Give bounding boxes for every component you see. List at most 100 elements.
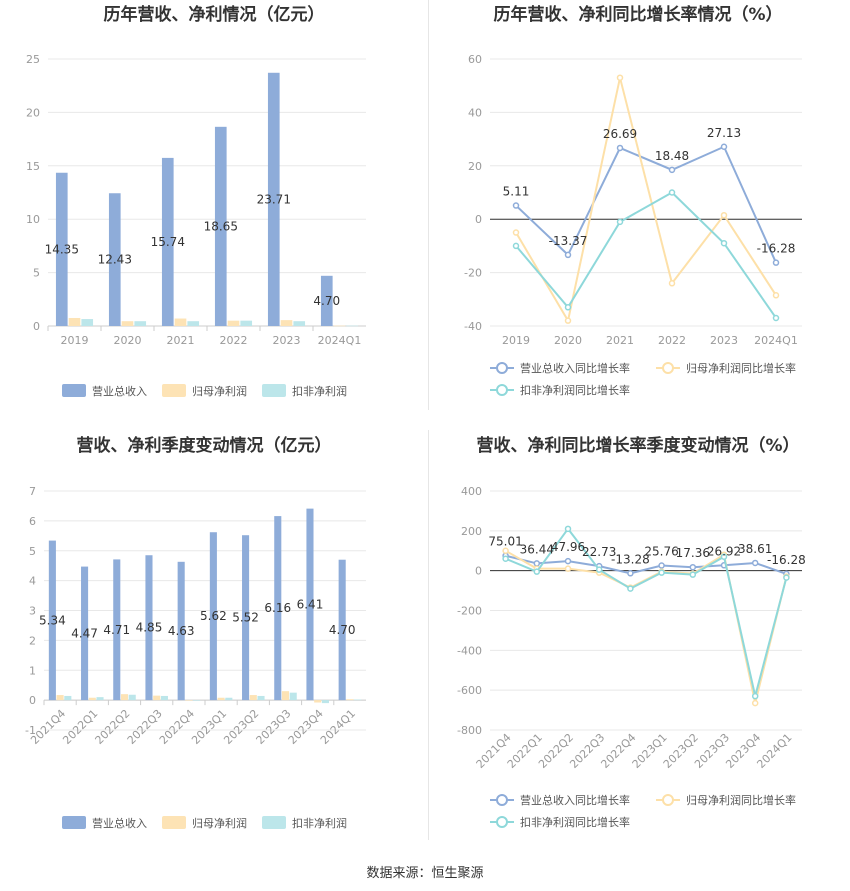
point-value-label: -13.37	[549, 234, 588, 248]
legend-marker	[496, 362, 508, 374]
point-revenue_line	[616, 144, 624, 152]
bar-net_profit	[56, 695, 64, 701]
bar-revenue	[306, 508, 314, 701]
bar-deducted_profit	[289, 692, 297, 701]
bar-value-label: 5.52	[232, 611, 259, 625]
legend-label: 营业总收入同比增长率	[520, 361, 630, 375]
x-tick-label: 2024Q1	[754, 731, 794, 771]
point-deducted_profit_line	[595, 566, 603, 573]
bar-value-label: 14.35	[45, 242, 79, 256]
legend-label: 归母净利润同比增长率	[686, 361, 796, 375]
bar-revenue	[177, 561, 185, 701]
bar-deducted_profit	[321, 700, 329, 704]
point-revenue_line	[627, 570, 634, 577]
legend-marker	[496, 794, 508, 806]
x-tick-label: 2019	[61, 334, 89, 347]
bar-revenue	[274, 516, 282, 701]
x-tick-label: 2024Q1	[318, 707, 358, 747]
legend-swatch	[162, 384, 186, 397]
point-deducted_profit_line	[564, 525, 572, 533]
point-value-label: 22.73	[582, 545, 616, 559]
vertical-divider	[428, 430, 429, 840]
bar-net_profit	[217, 697, 225, 701]
point-value-label: 26.92	[707, 544, 741, 558]
point-net_profit_line	[616, 74, 624, 81]
point-revenue_line	[751, 559, 759, 567]
bar-value-label: 23.71	[257, 192, 291, 206]
y-tick-label: 0	[29, 694, 36, 707]
bar-revenue	[55, 172, 68, 326]
bar-value-label: 4.71	[103, 623, 130, 637]
y-tick-label: 6	[29, 515, 36, 528]
bar-value-label: 6.41	[297, 597, 324, 611]
point-deducted_profit_line	[533, 568, 541, 575]
point-deducted_profit_line	[720, 239, 728, 247]
line-revenue_line	[515, 145, 777, 264]
point-revenue_line	[564, 251, 572, 259]
bar-value-label: 4.70	[329, 623, 356, 637]
x-tick-label: 2023	[273, 334, 301, 347]
bar-net_profit	[174, 318, 187, 326]
y-tick-label: 2	[29, 634, 36, 647]
x-tick-label: 2022	[220, 334, 248, 347]
point-value-label: 5.11	[503, 185, 530, 199]
bar-deducted_profit	[160, 695, 168, 701]
y-tick-label: -40	[464, 320, 482, 333]
y-tick-label: 200	[461, 525, 482, 538]
line-net_profit_line	[505, 549, 788, 704]
point-revenue_line	[689, 563, 697, 571]
legend-label: 归母净利润	[192, 816, 247, 830]
bar-revenue	[209, 532, 217, 701]
point-revenue_line	[720, 143, 728, 151]
chart-title: 营收、净利季度变动情况（亿元）	[77, 435, 332, 456]
bar-net_profit	[281, 691, 290, 701]
chart-title: 历年营收、净利同比增长率情况（%）	[493, 4, 782, 25]
point-value-label: -16.28	[767, 553, 806, 567]
point-value-label: -16.28	[757, 242, 796, 256]
bar-net_profit	[227, 320, 240, 326]
bar-deducted_profit	[257, 695, 265, 701]
x-tick-label: 2022	[658, 334, 686, 347]
point-revenue_line	[668, 166, 676, 174]
chart-title: 历年营收、净利情况（亿元）	[104, 4, 325, 25]
bar-net_profit	[121, 321, 134, 326]
legend-swatch	[62, 816, 86, 829]
point-value-label: 26.69	[603, 127, 637, 141]
point-deducted_profit_line	[783, 574, 790, 581]
y-tick-label: 0	[475, 213, 482, 226]
legend-label: 营业总收入	[92, 816, 147, 830]
y-tick-label: -400	[457, 644, 482, 657]
y-tick-label: -20	[464, 267, 482, 280]
bar-revenue	[48, 540, 56, 701]
point-deducted_profit_line	[616, 218, 624, 226]
bar-net_profit	[314, 700, 322, 703]
point-deducted_profit_line	[658, 569, 665, 576]
x-tick-label: 2019	[502, 334, 530, 347]
bar-revenue	[320, 275, 333, 326]
y-tick-label: -200	[457, 605, 482, 618]
line-net_profit_line	[515, 77, 777, 324]
y-tick-label: -1	[25, 724, 36, 737]
bar-net_profit	[120, 694, 129, 701]
point-value-label: 38.61	[738, 542, 772, 556]
bar-net_profit	[333, 325, 346, 327]
bar-value-label: 5.62	[200, 609, 227, 623]
bar-net_profit	[68, 317, 81, 326]
y-tick-label: 20	[26, 106, 40, 119]
bar-deducted_profit	[354, 699, 362, 701]
bar-deducted_profit	[240, 320, 253, 326]
point-net_profit_line	[512, 229, 520, 236]
legend-label: 扣非净利润	[292, 816, 347, 830]
y-tick-label: 7	[29, 485, 36, 498]
bar-net_profit	[88, 697, 96, 701]
point-net_profit_line	[720, 211, 728, 219]
point-value-label: 75.01	[488, 535, 522, 549]
point-deducted_profit_line	[668, 189, 676, 196]
legend-label: 扣非净利润同比增长率	[520, 383, 630, 397]
point-value-label: -13.28	[611, 552, 650, 566]
legend-label: 扣非净利润	[292, 384, 347, 398]
bar-revenue	[108, 193, 121, 326]
point-value-label: 17.36	[676, 546, 710, 560]
bar-net_profit	[185, 700, 193, 701]
point-net_profit_line	[564, 317, 572, 324]
